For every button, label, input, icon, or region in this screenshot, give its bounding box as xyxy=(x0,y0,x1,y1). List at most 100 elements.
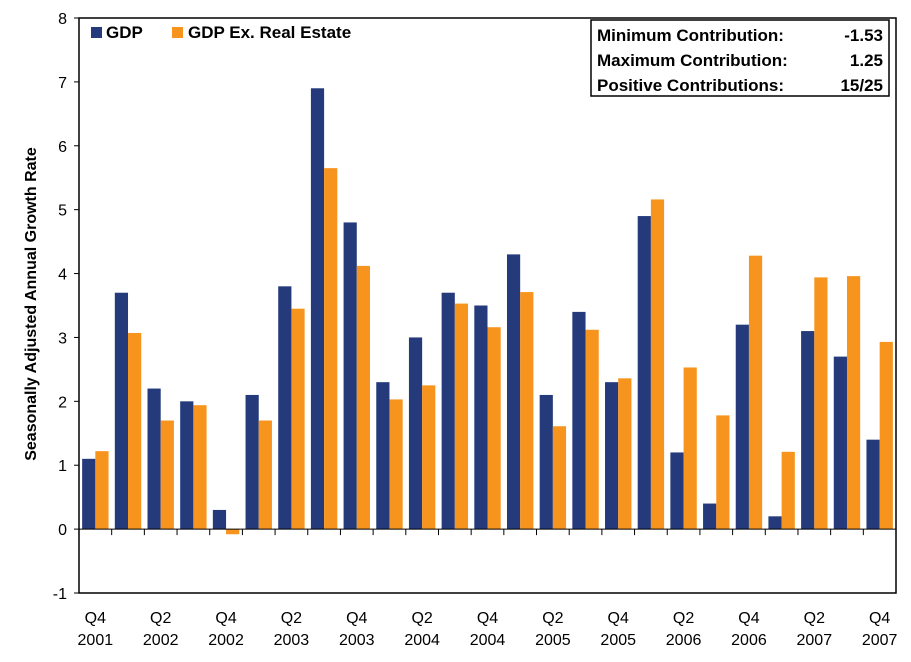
stats-box-frame xyxy=(590,19,890,97)
legend-label-gdp: GDP xyxy=(106,23,143,42)
bar-gdp-24 xyxy=(866,439,880,530)
bar-gdp-17 xyxy=(637,216,651,530)
bar-gdp-ex-real-estate-14 xyxy=(552,426,567,530)
y-tick-label-8: 8 xyxy=(58,11,67,28)
y-tick-label-3: 3 xyxy=(58,330,67,347)
bar-gdp-ex-real-estate-15 xyxy=(585,329,599,530)
x-tick-label-quarter-0: Q4 xyxy=(85,610,106,627)
bar-gdp-8 xyxy=(343,222,357,530)
axes-group: -1 0 1 2 3 4 5 6 7 8 Q4 2001 Q2 2002 Q4 2002 Q2 2003 Q4 200… xyxy=(53,11,898,649)
bar-gdp-ex-real-estate-6 xyxy=(291,308,305,530)
bar-gdp-22 xyxy=(801,331,815,530)
x-tick-label-quarter-24: Q4 xyxy=(869,610,890,627)
bar-gdp-ex-real-estate-10 xyxy=(422,385,436,530)
y-tick-label-7: 7 xyxy=(58,75,67,92)
bar-gdp-0 xyxy=(82,458,96,530)
y-tick-label-5: 5 xyxy=(58,203,67,220)
bar-gdp-ex-real-estate-16 xyxy=(618,378,632,530)
bar-gdp-16 xyxy=(605,382,619,530)
stats-positive-value: 15/25 xyxy=(840,76,883,95)
x-tick-label-year-0: 2001 xyxy=(78,632,114,649)
x-tick-label-year-12: 2004 xyxy=(470,632,506,649)
bar-gdp-ex-real-estate-22 xyxy=(814,277,828,530)
y-axis-title: Seasonally Adjusted Annual Growth Rate xyxy=(23,147,40,461)
y-tick-label-6: 6 xyxy=(58,139,67,156)
x-tick-label-year-4: 2002 xyxy=(208,632,244,649)
y-tick-label--1: -1 xyxy=(53,586,67,603)
bar-gdp-10 xyxy=(408,337,423,530)
bar-gdp-14 xyxy=(539,394,553,530)
y-tick-label-0: 0 xyxy=(58,522,67,539)
bar-gdp-13 xyxy=(506,254,521,530)
legend-label-gdp-ex-real-estate: GDP Ex. Real Estate xyxy=(188,23,351,42)
bar-gdp-ex-real-estate-11 xyxy=(454,303,469,530)
x-tick-label-quarter-22: Q2 xyxy=(804,610,825,627)
x-tick-label-quarter-2: Q2 xyxy=(150,610,171,627)
bar-gdp-ex-real-estate-4 xyxy=(226,529,240,535)
bar-gdp-ex-real-estate-8 xyxy=(356,265,370,530)
x-tick-label-year-24: 2007 xyxy=(862,632,898,649)
bar-gdp-5 xyxy=(245,394,259,530)
bar-gdp-15 xyxy=(572,311,586,530)
stats-positive-label: Positive Contributions: xyxy=(597,76,784,95)
stats-min-value: -1.53 xyxy=(844,26,883,45)
bar-gdp-ex-real-estate-3 xyxy=(193,405,207,530)
x-tick-label-year-18: 2006 xyxy=(666,632,702,649)
x-tick-label-quarter-20: Q4 xyxy=(738,610,759,627)
bar-gdp-ex-real-estate-24 xyxy=(879,341,893,530)
x-tick-label-year-20: 2006 xyxy=(731,632,767,649)
stats-max-label: Maximum Contribution: xyxy=(597,51,788,70)
x-tick-label-quarter-10: Q2 xyxy=(411,610,432,627)
bar-gdp-ex-real-estate-12 xyxy=(487,327,501,530)
x-tick-label-quarter-6: Q2 xyxy=(281,610,302,627)
bar-gdp-ex-real-estate-23 xyxy=(846,276,861,530)
bar-gdp-ex-real-estate-7 xyxy=(324,168,338,530)
bar-gdp-ex-real-estate-19 xyxy=(716,415,730,530)
bar-gdp-ex-real-estate-17 xyxy=(650,199,665,530)
bar-gdp-9 xyxy=(376,382,390,530)
bar-gdp-ex-real-estate-18 xyxy=(683,367,697,530)
bar-gdp-1 xyxy=(114,292,129,530)
x-tick-label-quarter-18: Q2 xyxy=(673,610,694,627)
x-tick-label-year-6: 2003 xyxy=(274,632,310,649)
x-tick-label-quarter-16: Q4 xyxy=(608,610,629,627)
x-tick-label-year-10: 2004 xyxy=(404,632,440,649)
bar-gdp-12 xyxy=(474,305,488,530)
bar-gdp-21 xyxy=(768,516,782,530)
y-tick-label-4: 4 xyxy=(58,267,67,284)
stats-max-value: 1.25 xyxy=(850,51,883,70)
bars-group xyxy=(82,88,893,535)
bar-gdp-ex-real-estate-5 xyxy=(258,420,272,530)
stats-min-label: Minimum Contribution: xyxy=(597,26,784,45)
legend-swatch-gdp xyxy=(91,27,102,38)
bar-gdp-18 xyxy=(670,452,684,530)
bar-gdp-ex-real-estate-20 xyxy=(748,255,763,530)
x-tick-label-quarter-8: Q4 xyxy=(346,610,367,627)
bar-gdp-6 xyxy=(278,286,292,530)
x-tick-label-year-8: 2003 xyxy=(339,632,375,649)
bar-gdp-ex-real-estate-2 xyxy=(160,420,174,530)
bar-gdp-ex-real-estate-0 xyxy=(95,451,109,530)
x-tick-label-year-14: 2005 xyxy=(535,632,571,649)
x-tick-label-quarter-12: Q4 xyxy=(477,610,498,627)
legend-swatch-gdp-ex-real-estate xyxy=(172,27,183,38)
bar-gdp-23 xyxy=(833,356,847,530)
bar-gdp-3 xyxy=(180,401,194,530)
bar-gdp-2 xyxy=(147,388,161,530)
x-tick-label-year-2: 2002 xyxy=(143,632,179,649)
bar-gdp-7 xyxy=(310,88,325,530)
bar-gdp-ex-real-estate-1 xyxy=(128,332,142,530)
x-tick-label-quarter-4: Q4 xyxy=(215,610,236,627)
x-tick-label-year-22: 2007 xyxy=(797,632,833,649)
stats-box: Minimum Contribution: -1.53 Maximum Cont… xyxy=(590,19,890,97)
bar-gdp-11 xyxy=(441,292,455,530)
y-tick-label-1: 1 xyxy=(58,458,67,475)
bar-gdp-4 xyxy=(212,509,227,530)
bar-gdp-ex-real-estate-9 xyxy=(389,399,403,530)
bar-gdp-ex-real-estate-13 xyxy=(520,292,534,530)
y-tick-label-2: 2 xyxy=(58,394,67,411)
legend: GDP GDP Ex. Real Estate xyxy=(91,23,351,42)
bar-gdp-20 xyxy=(735,324,749,530)
bar-gdp-19 xyxy=(703,503,717,530)
